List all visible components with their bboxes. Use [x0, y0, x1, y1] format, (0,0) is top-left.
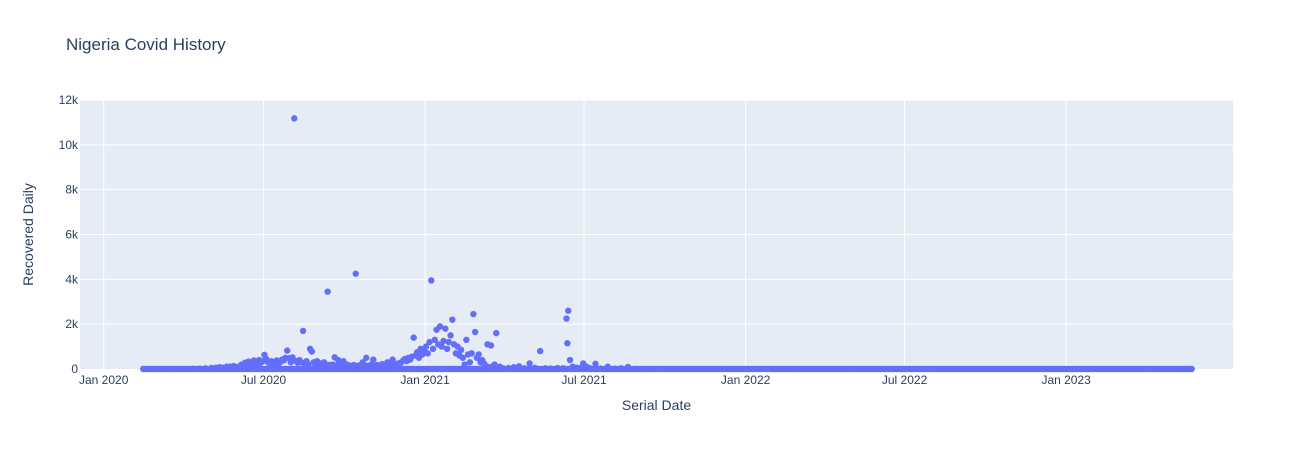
data-point — [564, 340, 571, 347]
y-tick-label: 0 — [71, 362, 78, 376]
data-point — [459, 354, 467, 361]
x-tick-label: Jul 2022 — [882, 373, 928, 387]
x-tick-labels: Jan 2020 Jul 2020 Jan 2021 Jul 2021 Jan 2022… — [79, 373, 1091, 387]
data-point — [389, 356, 396, 363]
data-point — [324, 288, 331, 295]
data-point — [445, 338, 453, 346]
data-point — [426, 338, 433, 346]
y-tick-labels: 0 2k 4k 6k 8k 10k 12k — [59, 93, 79, 376]
data-point — [1188, 365, 1195, 373]
data-point — [468, 350, 475, 357]
chart-title: Nigeria Covid History — [66, 35, 226, 54]
data-point — [526, 360, 533, 367]
data-point — [308, 348, 316, 355]
data-point — [536, 347, 544, 355]
data-point — [442, 325, 449, 332]
x-gridlines — [103, 100, 1067, 369]
y-tick-label: 8k — [65, 183, 79, 197]
data-point — [284, 347, 291, 354]
y-tick-label: 12k — [59, 93, 79, 107]
x-tick-label: Jan 2022 — [721, 373, 771, 387]
data-point — [429, 345, 437, 353]
data-point — [475, 351, 482, 358]
data-point — [463, 336, 470, 344]
data-point — [299, 327, 307, 335]
data-point — [471, 328, 479, 336]
x-axis-title: Serial Date — [622, 397, 691, 413]
data-point — [466, 359, 474, 366]
data-point — [563, 315, 570, 322]
y-axis-title: Recovered Daily — [20, 183, 36, 286]
data-point — [424, 350, 431, 357]
data-point — [493, 329, 500, 337]
data-point — [422, 343, 430, 350]
y-tick-label: 10k — [59, 138, 79, 152]
x-tick-label: Jan 2021 — [400, 373, 450, 387]
data-point — [487, 342, 495, 349]
data-point — [287, 359, 294, 366]
data-point — [370, 356, 377, 363]
data-point — [457, 346, 465, 354]
x-tick-label: Jul 2020 — [241, 373, 287, 387]
data-point — [352, 270, 359, 277]
data-point — [440, 337, 447, 345]
data-point — [431, 336, 438, 344]
y-tick-label: 6k — [65, 228, 79, 242]
data-point — [436, 323, 444, 330]
y-tick-label: 4k — [65, 272, 79, 286]
data-point — [592, 360, 599, 368]
x-tick-label: Jan 2023 — [1041, 373, 1091, 387]
data-point — [428, 277, 435, 284]
y-gridlines — [80, 99, 1233, 325]
data-point — [410, 334, 417, 341]
y-tick-label: 2k — [65, 317, 79, 331]
data-point — [447, 332, 454, 339]
data-point — [363, 354, 370, 361]
x-tick-label: Jul 2021 — [561, 373, 607, 387]
x-tick-label: Jan 2020 — [79, 373, 129, 387]
data-point — [566, 356, 574, 364]
data-point — [565, 307, 572, 314]
data-point — [291, 115, 298, 122]
data-point — [438, 343, 445, 350]
data-point — [470, 310, 477, 318]
data-point — [443, 345, 451, 353]
data-points — [140, 115, 1195, 373]
data-point — [449, 316, 456, 323]
